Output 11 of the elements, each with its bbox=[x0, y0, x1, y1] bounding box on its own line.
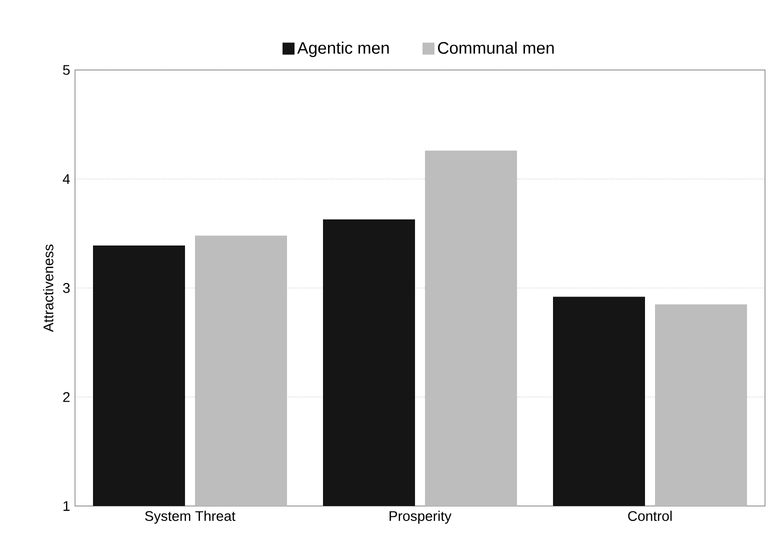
x-tick-label: Prosperity bbox=[390, 510, 452, 524]
legend-label: Communal men bbox=[438, 42, 554, 54]
y-tick-label: 5 bbox=[63, 65, 70, 75]
x-tick-label: System Threat bbox=[145, 510, 236, 524]
y-tick-label: 2 bbox=[63, 392, 70, 402]
x-tick-label: Control bbox=[628, 510, 672, 521]
y-axis-title: Attractiveness bbox=[43, 244, 54, 332]
y-tick-label: 1 bbox=[64, 501, 70, 511]
y-tick-label: 3 bbox=[63, 283, 70, 293]
legend-label: Agentic men bbox=[297, 42, 389, 58]
y-tick-label: 4 bbox=[62, 174, 70, 184]
